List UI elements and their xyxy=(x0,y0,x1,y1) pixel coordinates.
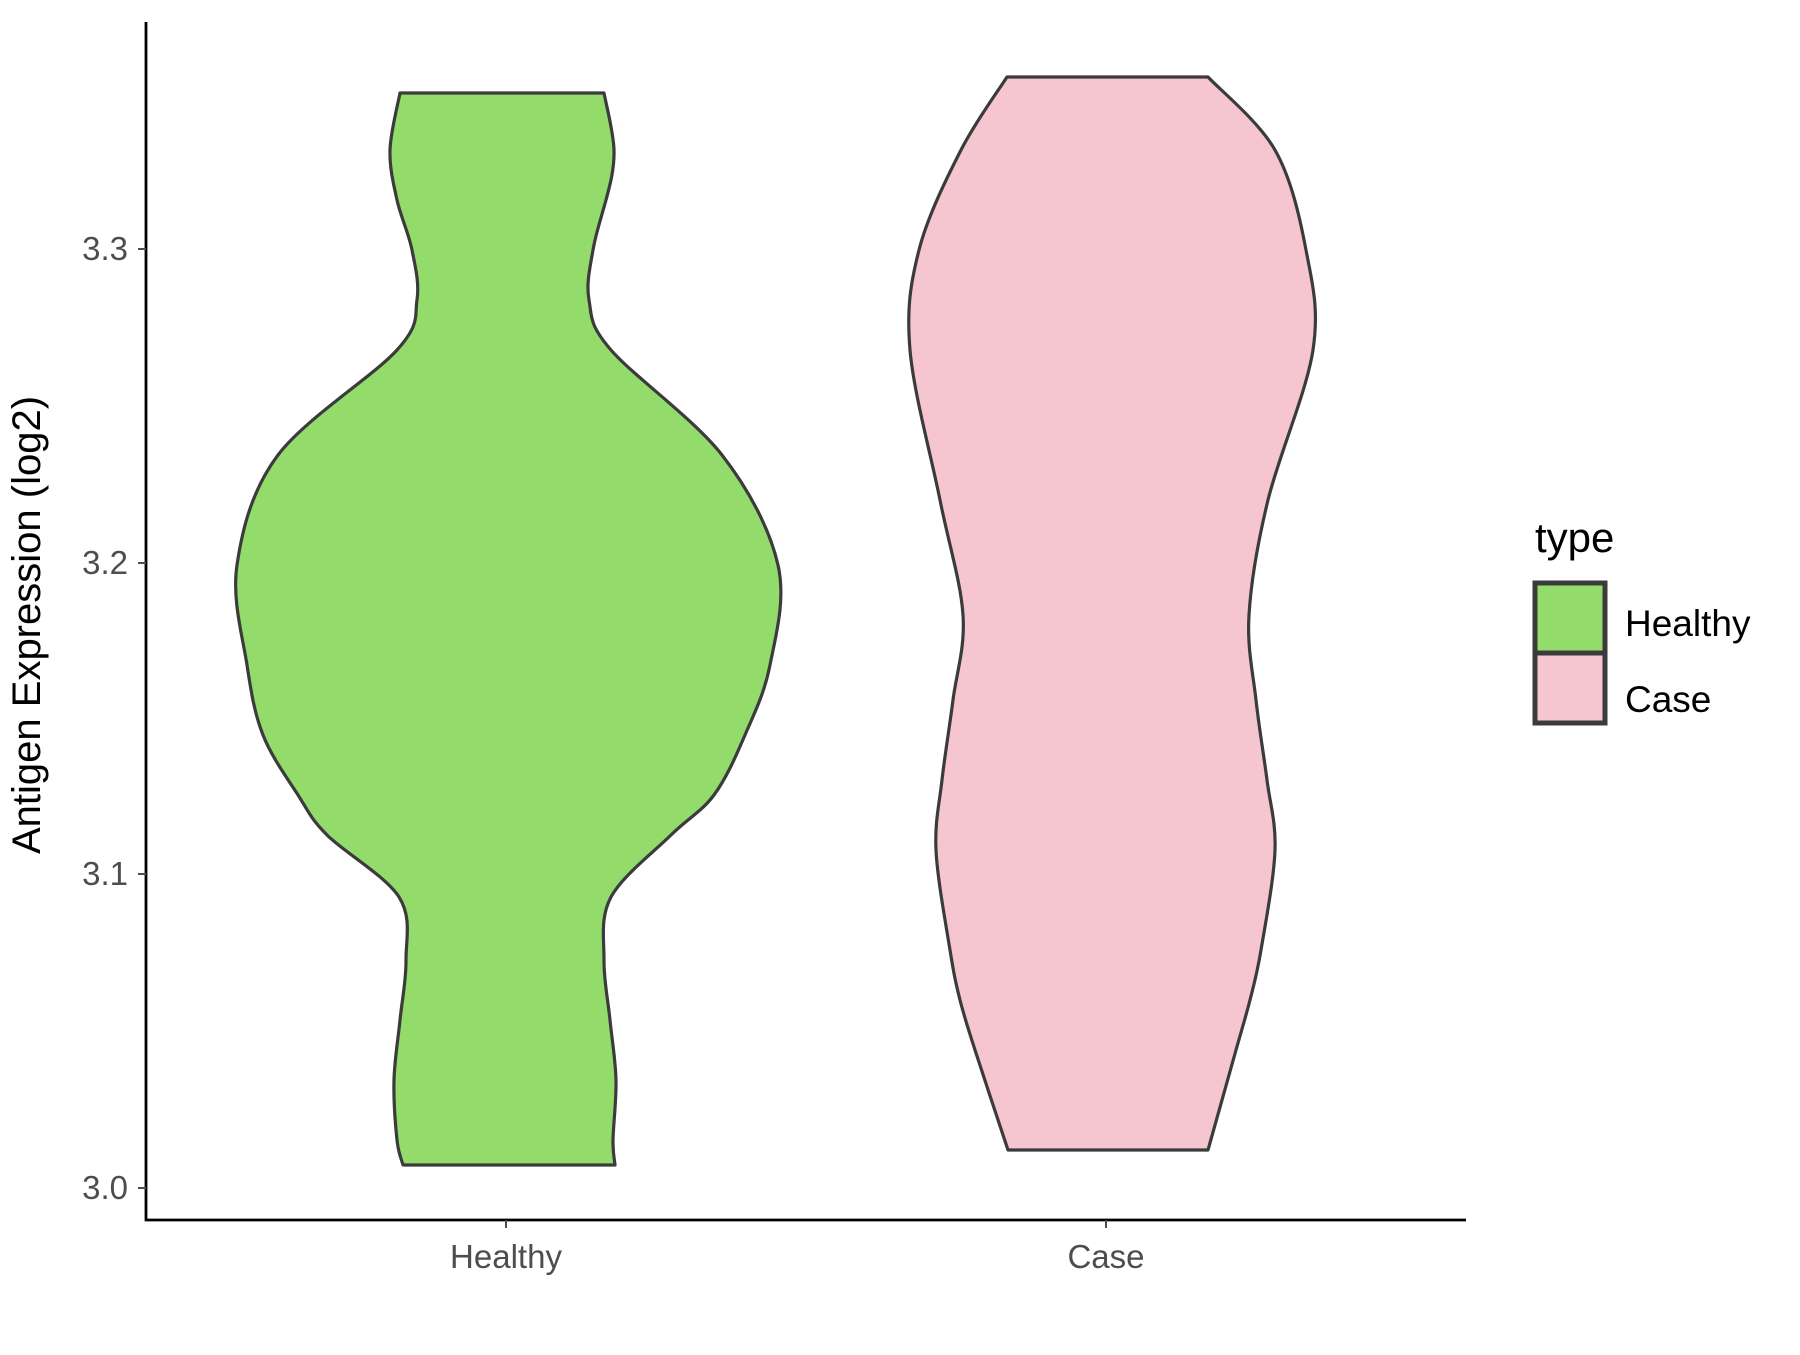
svg-text:3.3: 3.3 xyxy=(82,230,128,267)
svg-text:3.0: 3.0 xyxy=(82,1169,128,1206)
svg-text:3.1: 3.1 xyxy=(82,855,128,892)
svg-text:Healthy: Healthy xyxy=(1625,603,1751,644)
svg-text:3.2: 3.2 xyxy=(82,544,128,581)
svg-text:Case: Case xyxy=(1625,679,1711,720)
svg-text:Healthy: Healthy xyxy=(450,1238,562,1275)
svg-text:Case: Case xyxy=(1067,1238,1144,1275)
svg-text:Antigen Expression (log2): Antigen Expression (log2) xyxy=(5,396,49,854)
svg-text:type: type xyxy=(1535,514,1614,561)
